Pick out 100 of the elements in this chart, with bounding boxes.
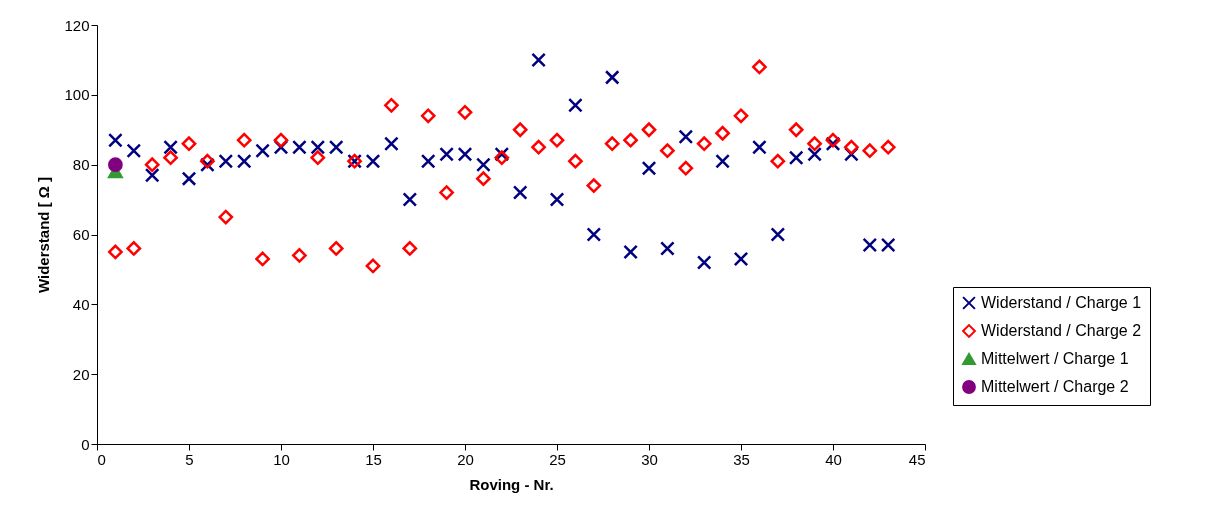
point: [880, 139, 896, 155]
point: [273, 132, 289, 148]
point: [126, 143, 142, 159]
legend-label: Mittelwert / Charge 1: [981, 350, 1129, 367]
point: [181, 171, 197, 187]
point: [512, 122, 528, 138]
point: [862, 237, 878, 253]
point: [328, 139, 344, 155]
point: [236, 153, 252, 169]
y-tick-label: 120: [64, 16, 90, 34]
point: [678, 160, 694, 176]
point: [641, 160, 657, 176]
point: [531, 139, 546, 155]
point: [255, 143, 270, 159]
y-tick-label: 100: [64, 86, 90, 104]
point: [641, 122, 657, 138]
point: [825, 132, 841, 148]
point: [108, 157, 123, 173]
point: [476, 171, 491, 187]
point: [549, 192, 565, 207]
x-tick-label: 30: [641, 450, 658, 468]
x-tick-label: 10: [273, 450, 290, 468]
point: [457, 146, 473, 162]
point: [604, 70, 620, 85]
point: [236, 132, 252, 148]
point: [292, 248, 307, 263]
x-tick-label: 20: [457, 450, 474, 468]
legend-label: Widerstand / Charge 1: [981, 294, 1142, 311]
point: [733, 108, 749, 124]
point: [715, 153, 730, 169]
point: [512, 185, 528, 200]
x-tick-label: 25: [549, 450, 566, 468]
point: [310, 150, 326, 166]
point: [328, 241, 344, 256]
point: [770, 153, 786, 169]
point: [402, 241, 418, 256]
point: [108, 132, 123, 148]
point: [752, 139, 767, 155]
point: [696, 136, 712, 152]
point: [788, 150, 804, 166]
point: [365, 258, 381, 274]
x-axis-title: Roving - Nr.: [469, 475, 554, 493]
x-tick-label: 45: [908, 450, 926, 468]
point: [181, 136, 197, 152]
point: [770, 227, 786, 242]
legend-label: Mittelwert / Charge 2: [981, 378, 1129, 395]
point: [696, 255, 712, 270]
point: [218, 209, 234, 225]
point: [126, 241, 142, 256]
point: [807, 146, 822, 162]
point: [144, 157, 160, 173]
point: [862, 143, 878, 159]
point: [163, 150, 178, 166]
point: [108, 244, 123, 260]
point: [752, 59, 767, 75]
point: [457, 104, 473, 120]
point: [660, 241, 675, 256]
point: [844, 139, 859, 155]
point: [384, 97, 399, 113]
x-tick-label: 40: [825, 450, 842, 468]
point: [678, 129, 694, 145]
point: [733, 251, 749, 267]
point: [715, 125, 730, 141]
point: [384, 136, 399, 152]
point: [144, 167, 160, 183]
point: [292, 139, 307, 155]
y-tick-label: 0: [81, 435, 90, 453]
point: [439, 146, 454, 162]
point: [255, 251, 270, 267]
point: [568, 153, 583, 169]
point: [604, 136, 620, 152]
legend-label: Widerstand / Charge 2: [981, 322, 1142, 339]
y-axis-title: Widerstand [ Ω ]: [35, 176, 53, 294]
point: [439, 185, 454, 200]
y-tick-label: 80: [72, 156, 90, 174]
point: [402, 192, 418, 207]
y-tick-label: 60: [72, 226, 90, 243]
point: [200, 153, 215, 169]
point: [880, 237, 896, 253]
y-tick-label: 40: [72, 295, 90, 313]
x-tick-label: 15: [365, 450, 382, 468]
point: [531, 52, 546, 68]
point: [494, 150, 510, 166]
x-tick-label: 0: [97, 450, 106, 468]
point: [420, 108, 436, 124]
point: [549, 132, 565, 148]
point: [420, 153, 436, 169]
point: [568, 97, 583, 113]
point: [586, 227, 602, 242]
point: [807, 136, 822, 152]
point: [623, 132, 638, 148]
y-tick-label: 20: [72, 365, 90, 383]
point: [788, 122, 804, 138]
x-tick-label: 5: [185, 450, 194, 468]
point: [218, 153, 234, 169]
point: [586, 178, 602, 193]
point: [476, 157, 491, 173]
point: [660, 143, 675, 159]
point: [365, 153, 381, 169]
point: [623, 244, 638, 260]
